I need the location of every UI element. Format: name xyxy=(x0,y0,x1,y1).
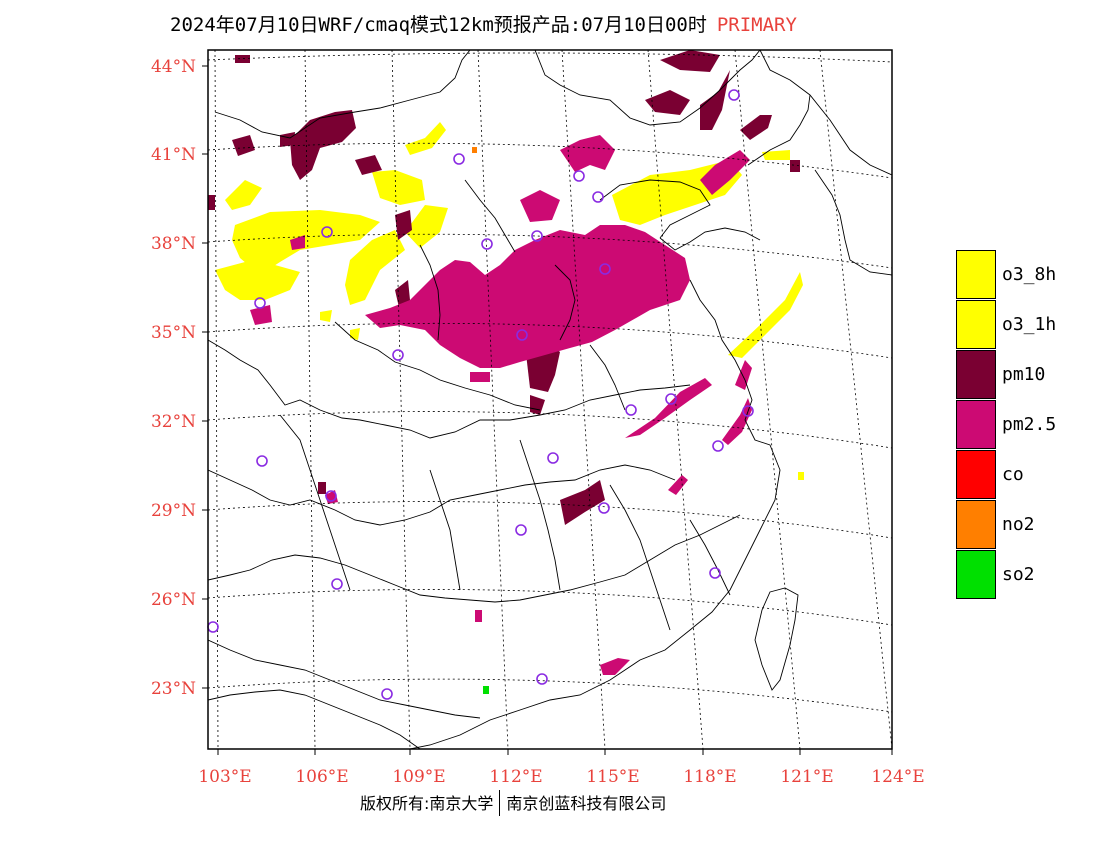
no2-cell xyxy=(472,147,477,153)
lon-label-109: 109°E xyxy=(392,767,445,787)
station-marker xyxy=(321,226,333,238)
legend-swatch xyxy=(956,550,996,599)
station-marker xyxy=(547,452,559,464)
station-marker xyxy=(516,329,528,341)
longitude-labels: 103°E 106°E 109°E 112°E 115°E 118°E 121°… xyxy=(198,767,924,787)
footer-divider xyxy=(499,790,501,816)
pollutant-fields xyxy=(208,50,804,694)
station-marker xyxy=(599,263,611,275)
legend-label: o3_8h xyxy=(1002,264,1057,285)
station-marker xyxy=(712,440,724,452)
legend-label: co xyxy=(1002,464,1024,485)
station-marker xyxy=(709,567,721,579)
lon-label-121: 121°E xyxy=(780,767,833,787)
lat-label-35: 35°N xyxy=(151,323,196,343)
station-marker xyxy=(573,170,585,182)
tick-marks xyxy=(202,65,893,755)
station-marker xyxy=(453,153,465,165)
so2-cell xyxy=(483,686,489,694)
legend-label: pm10 xyxy=(1002,364,1046,385)
legend-label: so2 xyxy=(1002,564,1035,585)
lat-label-26: 26°N xyxy=(151,590,196,610)
copyright-left: 版权所有:南京大学 xyxy=(360,794,494,813)
station-marker xyxy=(728,89,740,101)
station-marker xyxy=(381,688,393,700)
lat-label-29: 29°N xyxy=(151,501,196,521)
station-marker xyxy=(531,230,543,242)
lon-label-106: 106°E xyxy=(295,767,348,787)
lat-label-41: 41°N xyxy=(151,145,196,165)
copyright-right: 南京创蓝科技有限公司 xyxy=(506,794,667,813)
plot-frame xyxy=(207,49,893,750)
station-marker xyxy=(515,524,527,536)
station-marker xyxy=(325,490,337,502)
station-marker xyxy=(256,455,268,467)
legend-label: o3_1h xyxy=(1002,314,1057,335)
boundaries xyxy=(208,50,892,749)
legend-swatch xyxy=(956,350,996,399)
legend-swatch xyxy=(956,250,996,299)
station-marker xyxy=(331,578,343,590)
legend-swatch xyxy=(956,450,996,499)
title-tag: PRIMARY xyxy=(716,14,797,36)
lat-label-23: 23°N xyxy=(151,679,196,699)
latitude-labels: 44°N 41°N 38°N 35°N 32°N 29°N 26°N 23°N xyxy=(151,57,196,699)
station-marker xyxy=(536,673,548,685)
lon-label-112: 112°E xyxy=(489,767,542,787)
lon-label-115: 115°E xyxy=(586,767,639,787)
station-marker xyxy=(207,621,219,633)
station-marker xyxy=(592,191,604,203)
lon-label-103: 103°E xyxy=(198,767,251,787)
stations xyxy=(207,89,754,700)
legend-swatch xyxy=(956,500,996,549)
station-marker xyxy=(481,238,493,250)
lon-label-124: 124°E xyxy=(871,767,924,787)
station-marker xyxy=(665,393,677,405)
legend-swatch xyxy=(956,300,996,349)
station-marker xyxy=(625,404,637,416)
station-marker xyxy=(392,349,404,361)
station-marker xyxy=(254,297,266,309)
lon-label-118: 118°E xyxy=(683,767,736,787)
legend-label: no2 xyxy=(1002,514,1035,535)
pm10-regions xyxy=(208,50,800,525)
lat-label-38: 38°N xyxy=(151,234,196,254)
pm25-regions xyxy=(250,135,752,675)
copyright-footer: 版权所有:南京大学 南京创蓝科技有限公司 xyxy=(360,790,667,816)
station-marker xyxy=(598,502,610,514)
title-main: 2024年07月10日WRF/cmaq模式12km预报产品:07月10日00时 xyxy=(170,14,707,36)
legend-label: pm2.5 xyxy=(1002,414,1057,435)
legend-swatch xyxy=(956,400,996,449)
lat-label-32: 32°N xyxy=(151,412,196,432)
map-title: 2024年07月10日WRF/cmaq模式12km预报产品:07月10日00时 P… xyxy=(170,10,797,37)
lat-label-44: 44°N xyxy=(151,57,196,77)
station-marker xyxy=(742,405,754,417)
